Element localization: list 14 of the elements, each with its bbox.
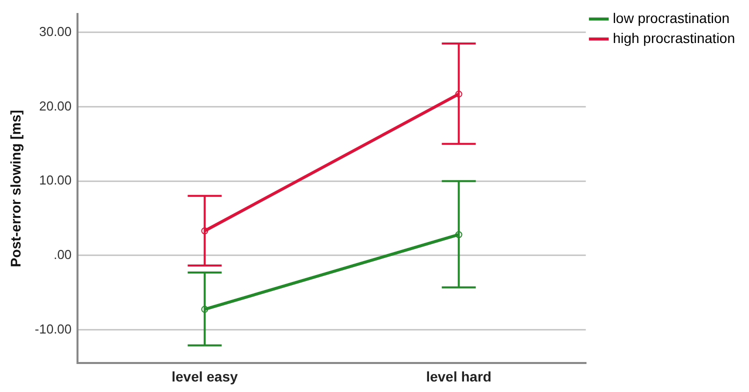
legend-label: low procrastination [612, 10, 730, 26]
y-tick-label: .00 [54, 246, 72, 262]
y-tick-label: -10.00 [34, 321, 72, 336]
y-tick-label: 20.00 [39, 98, 72, 114]
point [455, 231, 462, 238]
y-axis-title: Post-error slowing [ms] [7, 110, 24, 268]
y-tick-label: 30.00 [39, 24, 72, 39]
point [455, 90, 462, 98]
y-tick-label: 10.00 [39, 172, 72, 188]
point [201, 227, 208, 234]
legend-label: high procrastination [612, 30, 735, 46]
x-tick-label: level hard [426, 368, 492, 384]
point [201, 306, 208, 313]
x-tick-label: level easy [172, 368, 238, 384]
